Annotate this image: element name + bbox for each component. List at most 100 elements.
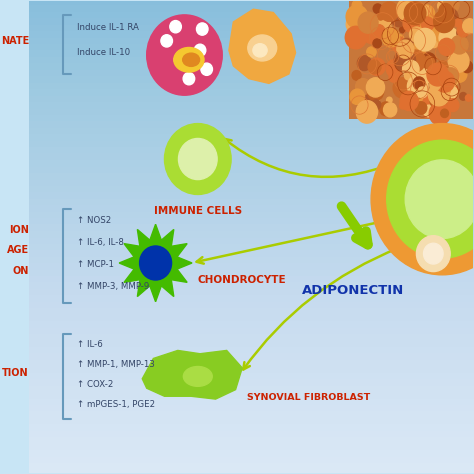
Circle shape bbox=[373, 64, 379, 70]
Circle shape bbox=[438, 38, 455, 55]
Text: Induce IL-1 RA: Induce IL-1 RA bbox=[77, 23, 139, 32]
Circle shape bbox=[430, 89, 450, 110]
Circle shape bbox=[358, 86, 380, 108]
Text: ON: ON bbox=[13, 265, 29, 275]
Circle shape bbox=[418, 5, 435, 23]
Circle shape bbox=[410, 79, 419, 89]
Circle shape bbox=[447, 99, 459, 111]
Circle shape bbox=[357, 94, 376, 115]
Circle shape bbox=[139, 246, 172, 280]
Circle shape bbox=[350, 89, 365, 105]
Circle shape bbox=[369, 104, 374, 109]
Circle shape bbox=[400, 27, 406, 33]
Text: TION: TION bbox=[2, 368, 29, 378]
Circle shape bbox=[400, 102, 406, 109]
Circle shape bbox=[201, 63, 212, 75]
Circle shape bbox=[346, 15, 363, 34]
Circle shape bbox=[366, 78, 384, 97]
Circle shape bbox=[397, 0, 419, 21]
Circle shape bbox=[183, 73, 195, 85]
Circle shape bbox=[410, 101, 416, 108]
Circle shape bbox=[462, 61, 473, 73]
Circle shape bbox=[352, 0, 362, 10]
Circle shape bbox=[401, 38, 413, 52]
Circle shape bbox=[443, 0, 459, 13]
Text: ↑ mPGES-1, PGE2: ↑ mPGES-1, PGE2 bbox=[77, 400, 155, 409]
Circle shape bbox=[170, 20, 182, 33]
Circle shape bbox=[417, 236, 450, 272]
Circle shape bbox=[360, 106, 369, 115]
Circle shape bbox=[428, 83, 449, 106]
Circle shape bbox=[405, 44, 426, 66]
Circle shape bbox=[441, 69, 459, 88]
Circle shape bbox=[406, 89, 422, 106]
Text: ↑ NOS2: ↑ NOS2 bbox=[77, 216, 111, 225]
Polygon shape bbox=[142, 350, 242, 399]
Circle shape bbox=[423, 105, 434, 117]
Text: IMMUNE CELLS: IMMUNE CELLS bbox=[154, 206, 242, 216]
Circle shape bbox=[403, 15, 420, 32]
Circle shape bbox=[431, 79, 450, 100]
Circle shape bbox=[415, 102, 427, 114]
Text: NATE: NATE bbox=[0, 36, 29, 46]
Circle shape bbox=[366, 14, 373, 21]
Circle shape bbox=[380, 102, 392, 116]
Text: ↑ MMP-3, MMP-9: ↑ MMP-3, MMP-9 bbox=[77, 283, 149, 292]
Circle shape bbox=[405, 160, 474, 238]
Circle shape bbox=[452, 66, 467, 82]
Circle shape bbox=[417, 87, 428, 98]
Circle shape bbox=[450, 35, 465, 51]
Circle shape bbox=[378, 14, 383, 20]
Circle shape bbox=[465, 95, 472, 101]
Circle shape bbox=[373, 4, 382, 13]
Ellipse shape bbox=[248, 35, 277, 61]
Circle shape bbox=[368, 60, 381, 74]
Circle shape bbox=[161, 35, 173, 47]
Circle shape bbox=[448, 50, 469, 72]
Circle shape bbox=[439, 27, 459, 48]
Circle shape bbox=[386, 60, 403, 78]
Text: ADIPONECTIN: ADIPONECTIN bbox=[302, 284, 404, 297]
Circle shape bbox=[382, 28, 400, 47]
Circle shape bbox=[371, 124, 474, 275]
Circle shape bbox=[391, 35, 398, 42]
Circle shape bbox=[402, 60, 419, 78]
Circle shape bbox=[451, 47, 466, 63]
Circle shape bbox=[414, 28, 436, 51]
Circle shape bbox=[375, 41, 380, 47]
Circle shape bbox=[387, 97, 392, 103]
Circle shape bbox=[443, 68, 458, 84]
Circle shape bbox=[426, 20, 433, 27]
Polygon shape bbox=[229, 9, 296, 83]
Circle shape bbox=[356, 79, 371, 95]
Circle shape bbox=[373, 39, 381, 48]
Circle shape bbox=[427, 63, 448, 86]
Circle shape bbox=[395, 51, 415, 72]
Circle shape bbox=[440, 8, 458, 27]
Circle shape bbox=[408, 75, 428, 97]
Circle shape bbox=[174, 54, 186, 66]
Circle shape bbox=[196, 23, 208, 35]
Circle shape bbox=[413, 77, 425, 90]
Text: Induce IL-10: Induce IL-10 bbox=[77, 48, 130, 57]
Circle shape bbox=[457, 24, 469, 37]
Circle shape bbox=[416, 13, 433, 30]
Circle shape bbox=[374, 25, 384, 36]
Ellipse shape bbox=[174, 47, 204, 72]
Circle shape bbox=[423, 108, 432, 118]
Text: ↑ MMP-1, MMP-13: ↑ MMP-1, MMP-13 bbox=[77, 360, 155, 369]
Circle shape bbox=[362, 22, 382, 44]
Circle shape bbox=[430, 79, 440, 91]
Circle shape bbox=[460, 92, 467, 100]
Text: ↑ IL-6, IL-8: ↑ IL-6, IL-8 bbox=[77, 238, 124, 247]
Text: ↑ IL-6: ↑ IL-6 bbox=[77, 340, 103, 349]
Circle shape bbox=[454, 19, 462, 27]
Circle shape bbox=[376, 16, 391, 32]
Circle shape bbox=[458, 62, 465, 71]
Text: ↑ COX-2: ↑ COX-2 bbox=[77, 380, 113, 389]
Circle shape bbox=[444, 12, 457, 25]
Text: SYNOVIAL FIBROBLAST: SYNOVIAL FIBROBLAST bbox=[246, 393, 370, 402]
Circle shape bbox=[392, 36, 406, 52]
Circle shape bbox=[423, 56, 435, 69]
FancyBboxPatch shape bbox=[349, 0, 474, 119]
